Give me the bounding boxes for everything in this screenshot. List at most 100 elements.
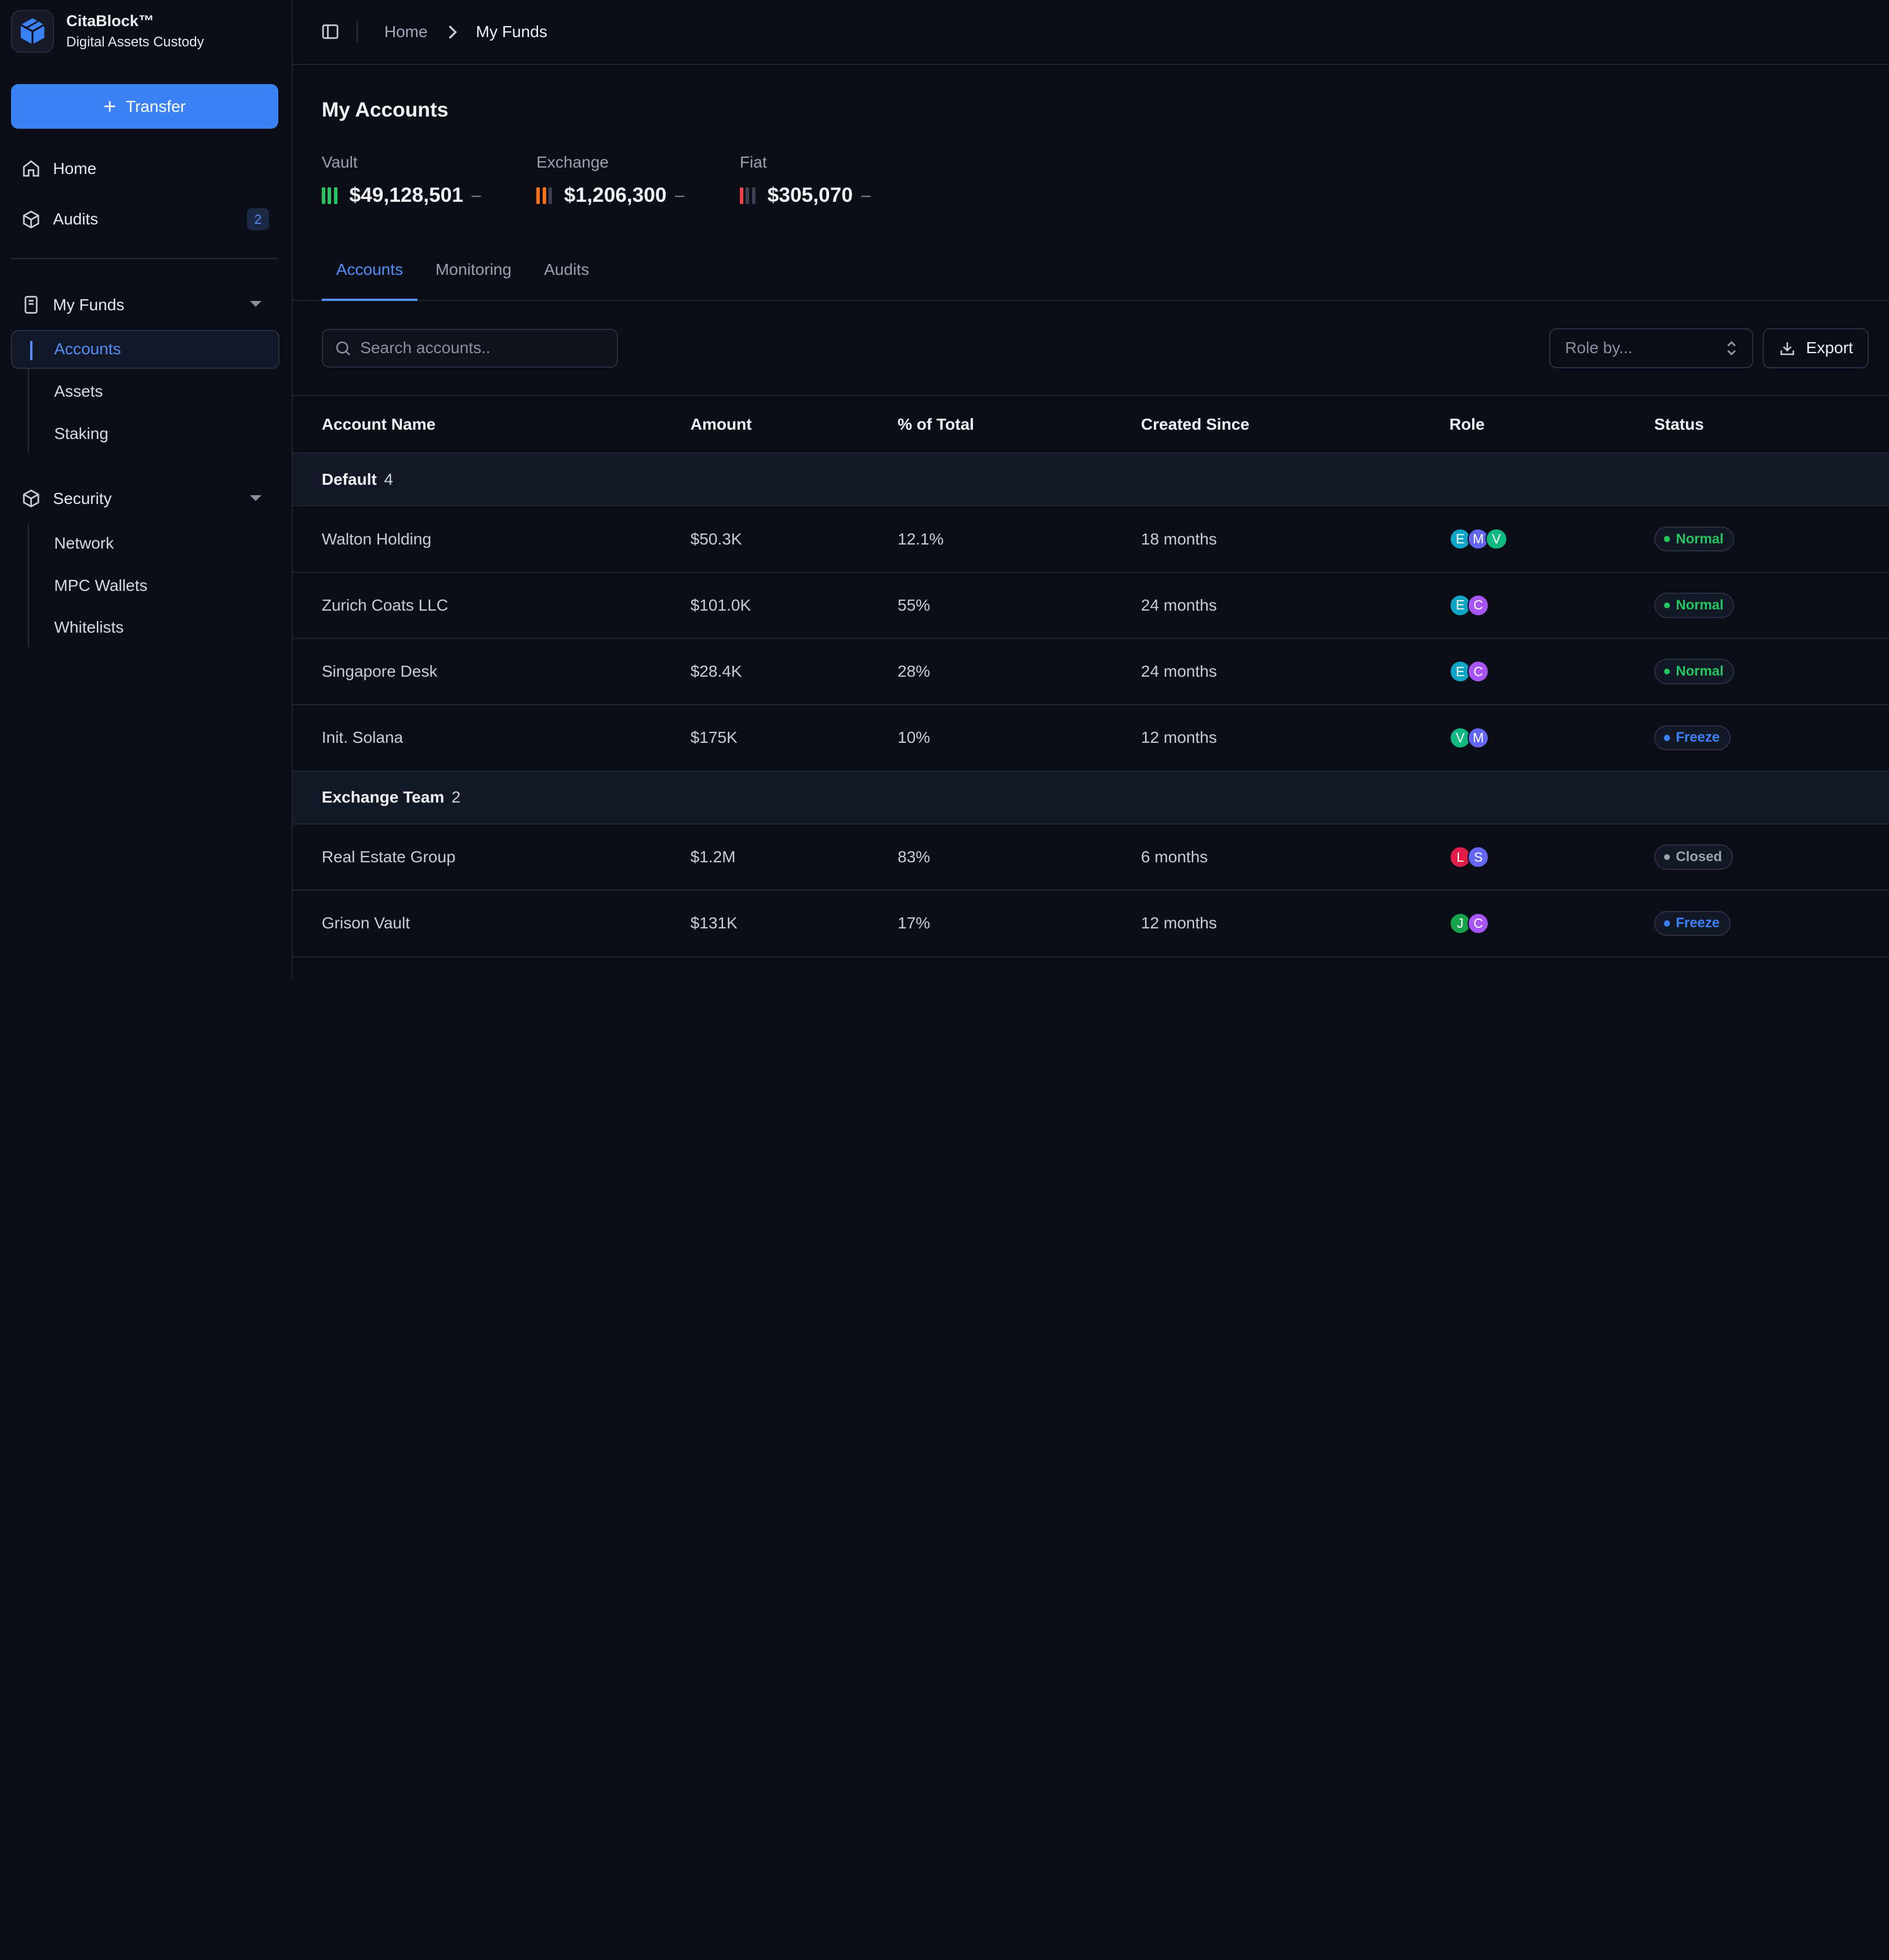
- stat-bar: [333, 187, 337, 204]
- export-button[interactable]: Export: [1763, 328, 1869, 368]
- stat-value: $305,070: [767, 184, 853, 207]
- toggle-sidebar-icon[interactable]: [319, 21, 341, 42]
- cell-created-since: 24 months: [1140, 572, 1450, 640]
- cell-percent: 17%: [898, 890, 1141, 957]
- transfer-label: Transfer: [125, 97, 186, 115]
- cell-account-name: Grison Vault: [292, 890, 691, 957]
- funds-submenu: Accounts Assets Staking: [10, 330, 279, 453]
- chevron-down-icon: [250, 301, 262, 307]
- status-dot-icon: [1663, 854, 1670, 861]
- status-dot-icon: [1663, 920, 1670, 927]
- sidebar-item-staking[interactable]: Staking: [54, 424, 108, 442]
- package-icon: [20, 208, 42, 230]
- sidebar-item-accounts[interactable]: Accounts: [10, 330, 279, 369]
- sidebar-item-mpc-wallets[interactable]: MPC Wallets: [54, 576, 148, 594]
- avatar: L: [1449, 846, 1472, 868]
- cell-status: Closed: [1654, 824, 1889, 891]
- cell-created-since: 6 months: [1140, 824, 1450, 891]
- column-header-status[interactable]: Status: [1654, 396, 1889, 454]
- status-badge: Freeze: [1654, 910, 1731, 937]
- status-text: Normal: [1676, 663, 1724, 680]
- sidebar-group-security[interactable]: Security: [11, 477, 278, 521]
- stat-bar: [739, 187, 744, 204]
- sidebar-item-label: Audits: [53, 210, 99, 228]
- avatar: C: [1467, 912, 1490, 935]
- main-content: Home My Funds My Accounts Vault $49,128,…: [292, 0, 1889, 979]
- status-text: Normal: [1676, 597, 1724, 613]
- cell-created-since: 18 months: [1140, 506, 1450, 573]
- avatar: V: [1449, 727, 1472, 749]
- status-dot-icon: [1663, 735, 1670, 741]
- chevron-right-icon: [444, 25, 460, 39]
- cell-account-name: Init. Solana: [292, 705, 691, 772]
- cell-status: Freeze: [1654, 890, 1889, 957]
- avatar: C: [1467, 594, 1490, 616]
- group-row[interactable]: Exchange Team 2: [292, 771, 1889, 825]
- table-row[interactable]: Zurich Coats LLC $101.0K 55% 24 months E…: [292, 572, 1889, 640]
- status-badge: Normal: [1654, 593, 1735, 618]
- cell-amount: $1.2M: [690, 824, 898, 891]
- status-badge: Freeze: [1654, 725, 1731, 751]
- brand-name: CitaBlock™: [66, 12, 154, 30]
- column-header-role[interactable]: Role: [1449, 396, 1655, 454]
- search-input[interactable]: [360, 339, 601, 358]
- top-bar: Home My Funds: [292, 0, 1889, 66]
- tab-monitoring[interactable]: Monitoring: [435, 260, 512, 278]
- sidebar-item-audits[interactable]: Audits 2: [11, 198, 278, 241]
- column-header-account-name[interactable]: Account Name: [292, 396, 691, 454]
- cell-created-since: 12 months: [1140, 705, 1450, 772]
- brand-subtitle: Digital Assets Custody: [66, 34, 204, 50]
- sidebar: CitaBlock™ Digital Assets Custody + Tran…: [0, 0, 293, 980]
- sidebar-group-my-funds[interactable]: My Funds: [11, 283, 278, 326]
- cell-percent: 83%: [898, 824, 1141, 891]
- column-header-created-since[interactable]: Created Since: [1140, 396, 1450, 454]
- status-badge: Closed: [1654, 844, 1733, 870]
- sidebar-item-assets[interactable]: Assets: [54, 382, 103, 401]
- stat-level-bars: [321, 187, 340, 204]
- column-header-amount[interactable]: Amount: [690, 396, 898, 454]
- sidebar-item-label: Home: [53, 159, 97, 177]
- cell-amount: $101.0K: [690, 572, 898, 640]
- role-select[interactable]: Role by...: [1549, 328, 1753, 368]
- security-submenu: Network MPC Wallets Whitelists: [27, 524, 278, 647]
- home-icon: [20, 158, 42, 179]
- stat-trend: –: [675, 186, 685, 205]
- tab-audits[interactable]: Audits: [544, 260, 590, 278]
- search-box: [321, 329, 618, 368]
- download-icon: [1778, 339, 1796, 357]
- transfer-button[interactable]: + Transfer: [10, 84, 278, 129]
- sidebar-item-whitelists[interactable]: Whitelists: [54, 618, 124, 637]
- status-dot-icon: [1663, 602, 1670, 609]
- stat-bar: [746, 187, 750, 204]
- status-dot-icon: [1663, 668, 1670, 675]
- stat-trend: –: [471, 186, 481, 205]
- stat-bar: [751, 187, 755, 204]
- avatar: E: [1449, 594, 1472, 616]
- group-name: Exchange Team: [321, 788, 445, 807]
- breadcrumb-home[interactable]: Home: [384, 23, 428, 41]
- book-icon: [20, 294, 42, 315]
- chevron-down-icon: [250, 495, 262, 501]
- column-header-percent-total[interactable]: % of Total: [898, 396, 1141, 454]
- sidebar-item-network[interactable]: Network: [54, 533, 114, 552]
- avatar: M: [1467, 727, 1490, 749]
- page-title: My Accounts: [321, 99, 449, 122]
- cell-percent: 12.1%: [898, 506, 1141, 573]
- accounts-table: Account Name Amount % of Total Created S…: [292, 396, 1889, 957]
- group-row[interactable]: Default 4: [292, 453, 1889, 507]
- sidebar-item-home[interactable]: Home: [11, 147, 278, 190]
- cell-created-since: 24 months: [1140, 638, 1450, 706]
- tab-accounts[interactable]: Accounts: [321, 253, 418, 302]
